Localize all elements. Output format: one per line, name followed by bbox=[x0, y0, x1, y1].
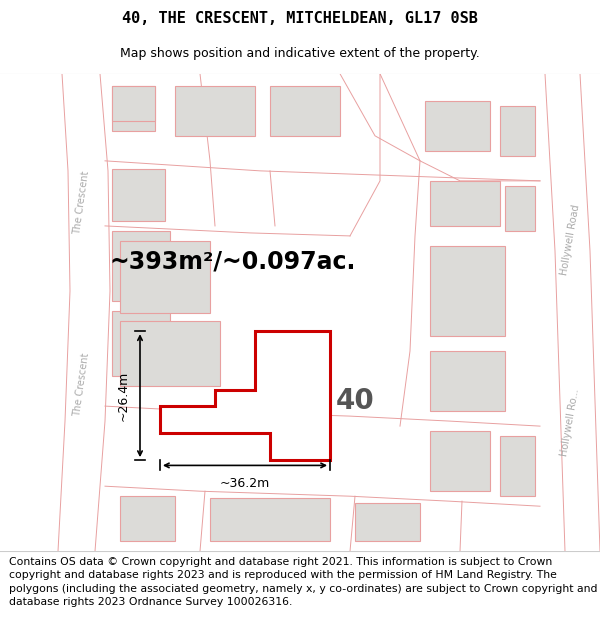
Polygon shape bbox=[160, 331, 330, 460]
Polygon shape bbox=[425, 101, 490, 151]
Polygon shape bbox=[430, 431, 490, 491]
Text: 40, THE CRESCENT, MITCHELDEAN, GL17 0SB: 40, THE CRESCENT, MITCHELDEAN, GL17 0SB bbox=[122, 11, 478, 26]
Text: Contains OS data © Crown copyright and database right 2021. This information is : Contains OS data © Crown copyright and d… bbox=[9, 557, 598, 607]
Polygon shape bbox=[55, 74, 110, 551]
Polygon shape bbox=[112, 86, 155, 131]
Polygon shape bbox=[270, 86, 340, 136]
Polygon shape bbox=[120, 496, 175, 541]
Polygon shape bbox=[500, 436, 535, 496]
Polygon shape bbox=[430, 246, 505, 336]
Polygon shape bbox=[500, 106, 535, 156]
Polygon shape bbox=[112, 231, 170, 301]
Text: ~36.2m: ~36.2m bbox=[220, 478, 270, 491]
Text: Map shows position and indicative extent of the property.: Map shows position and indicative extent… bbox=[120, 47, 480, 59]
Polygon shape bbox=[355, 503, 420, 541]
Polygon shape bbox=[210, 498, 330, 541]
Polygon shape bbox=[112, 86, 155, 121]
Polygon shape bbox=[430, 351, 505, 411]
Polygon shape bbox=[120, 321, 220, 386]
Polygon shape bbox=[175, 86, 255, 136]
Text: Hollywell Ro...: Hollywell Ro... bbox=[559, 388, 581, 457]
Polygon shape bbox=[120, 241, 210, 313]
Text: The Crescent: The Crescent bbox=[73, 352, 91, 418]
Text: ~26.4m: ~26.4m bbox=[117, 371, 130, 421]
Text: The Crescent: The Crescent bbox=[73, 170, 91, 235]
Polygon shape bbox=[112, 169, 165, 221]
Polygon shape bbox=[112, 311, 170, 376]
Text: Hollywell Road: Hollywell Road bbox=[559, 204, 581, 276]
Polygon shape bbox=[545, 74, 600, 551]
Polygon shape bbox=[430, 181, 500, 226]
Text: 40: 40 bbox=[335, 387, 374, 415]
Polygon shape bbox=[505, 186, 535, 231]
Text: ~393m²/~0.097ac.: ~393m²/~0.097ac. bbox=[110, 249, 356, 274]
